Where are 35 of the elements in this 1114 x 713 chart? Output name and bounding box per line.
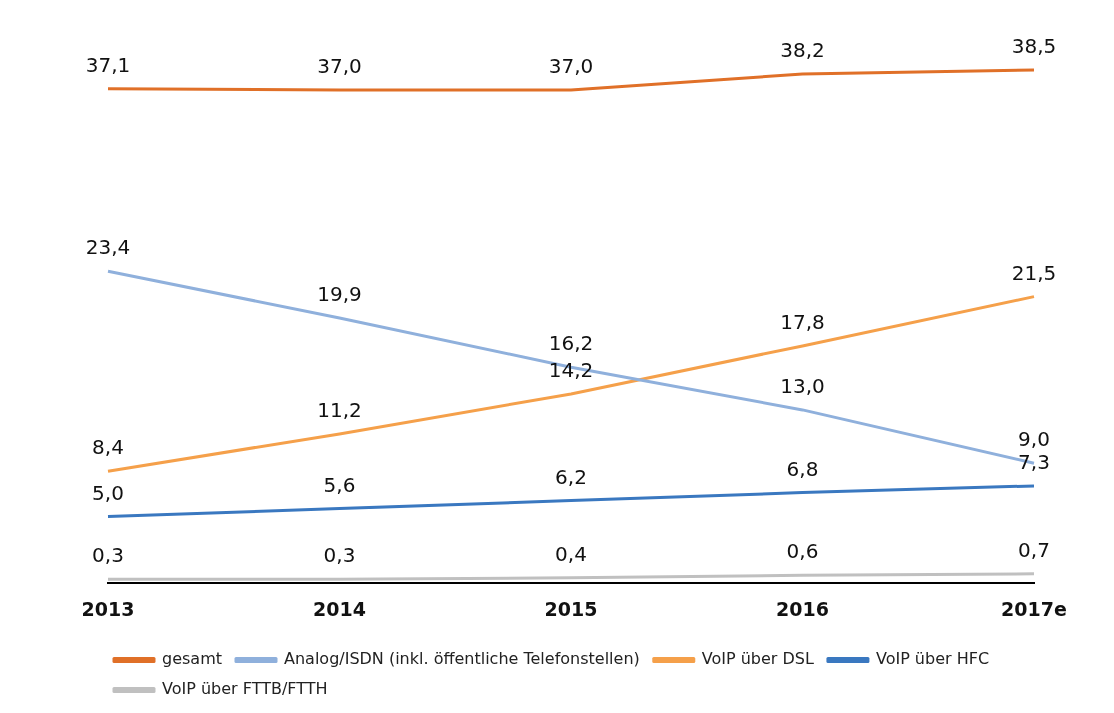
legend-label: VoIP über HFC [875, 649, 990, 669]
data-label: 8,4 [92, 435, 124, 460]
data-label: 5,0 [92, 480, 124, 505]
x-tick-label: 2016 [776, 597, 829, 620]
data-label: 38,2 [780, 38, 825, 63]
data-label: 0,3 [92, 543, 124, 568]
data-label: 14,2 [548, 358, 594, 383]
data-label: 0,7 [1018, 538, 1050, 563]
data-label: 5,6 [323, 472, 356, 497]
data-label: 19,9 [317, 282, 362, 307]
data-label: 23,4 [85, 235, 131, 260]
x-tick-label: 2014 [313, 597, 366, 620]
x-tick-label: 2017e [1001, 597, 1067, 620]
data-label: 37,0 [317, 54, 362, 79]
data-label: 37,1 [85, 52, 131, 77]
data-label: 13,0 [780, 374, 825, 399]
legend-label: VoIP über DSL [701, 649, 815, 669]
legend-label: VoIP über FTTB/FTTH [162, 679, 328, 699]
data-label: 11,2 [317, 398, 362, 423]
data-label: 0,4 [555, 542, 587, 567]
legend-label: gesamt [162, 649, 222, 669]
x-tick-label: 2015 [544, 597, 598, 620]
x-tick-label: 2013 [81, 597, 135, 620]
data-label: 6,2 [555, 464, 587, 489]
data-label: 9,0 [1018, 427, 1050, 452]
data-label: 16,2 [548, 331, 594, 356]
data-label: 17,8 [780, 310, 825, 335]
data-label: 21,5 [1011, 260, 1057, 285]
data-label: 38,5 [1011, 34, 1057, 59]
data-label: 37,0 [548, 54, 594, 79]
data-label: 6,8 [786, 456, 819, 481]
data-label: 0,6 [786, 539, 819, 564]
data-label: 0,3 [323, 543, 356, 568]
data-label: 7,3 [1018, 450, 1050, 475]
legend-label: Analog/ISDN (inkl. öffentliche Telefonstellen) [284, 649, 640, 669]
